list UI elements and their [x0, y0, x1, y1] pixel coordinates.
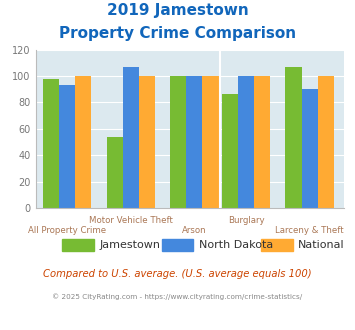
Text: Arson: Arson	[182, 226, 207, 235]
Text: National: National	[298, 240, 345, 250]
Bar	[238, 76, 254, 208]
Bar	[139, 76, 155, 208]
Bar	[285, 67, 302, 208]
Bar	[318, 76, 334, 208]
Bar	[75, 76, 92, 208]
Bar	[302, 89, 318, 208]
Text: 2019 Jamestown: 2019 Jamestown	[106, 3, 248, 18]
Text: All Property Crime: All Property Crime	[28, 226, 106, 235]
Bar	[186, 76, 202, 208]
Text: Burglary: Burglary	[228, 216, 264, 225]
Bar	[254, 76, 271, 208]
Text: Compared to U.S. average. (U.S. average equals 100): Compared to U.S. average. (U.S. average …	[43, 269, 312, 279]
Bar	[222, 94, 238, 208]
Bar	[59, 85, 75, 208]
Bar	[202, 76, 218, 208]
Text: Jamestown: Jamestown	[99, 240, 160, 250]
Text: Property Crime Comparison: Property Crime Comparison	[59, 26, 296, 41]
Text: North Dakota: North Dakota	[199, 240, 273, 250]
Bar	[170, 76, 186, 208]
Bar	[43, 79, 59, 208]
Bar	[106, 137, 123, 208]
Text: © 2025 CityRating.com - https://www.cityrating.com/crime-statistics/: © 2025 CityRating.com - https://www.city…	[53, 294, 302, 300]
Bar	[123, 67, 139, 208]
Text: Motor Vehicle Theft: Motor Vehicle Theft	[89, 216, 173, 225]
Text: Larceny & Theft: Larceny & Theft	[275, 226, 344, 235]
